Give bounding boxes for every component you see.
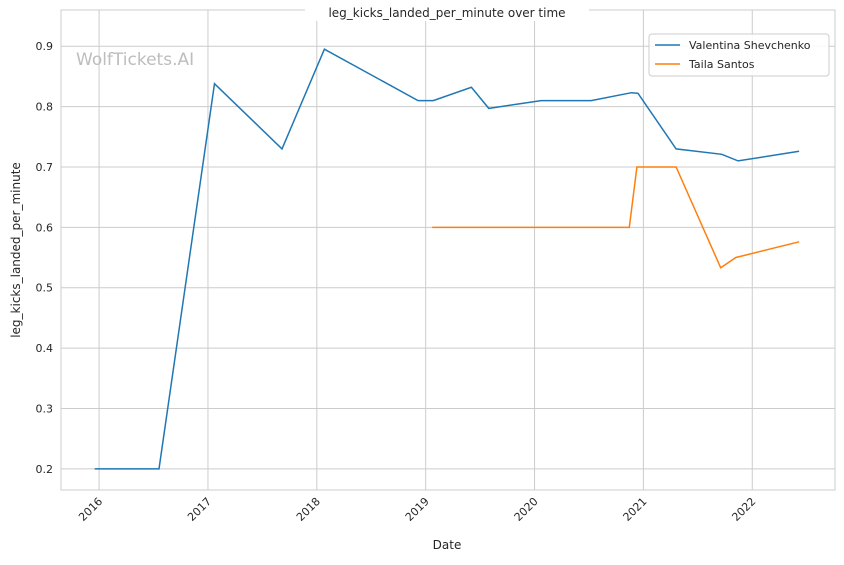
plot-area [61, 10, 835, 490]
legend: Valentina Shevchenko Taila Santos [649, 34, 829, 76]
x-tick-label: 2022 [729, 495, 758, 524]
x-tick-label: 2018 [294, 495, 323, 524]
y-tick-label: 0.2 [36, 463, 54, 476]
x-axis-label: Date [433, 538, 462, 552]
legend-label-taila: Taila Santos [688, 58, 755, 71]
x-tick-label: 2020 [512, 495, 541, 524]
y-tick-label: 0.5 [36, 282, 54, 295]
chart-title: leg_kicks_landed_per_minute over time [328, 6, 565, 20]
legend-label-valentina: Valentina Shevchenko [689, 39, 811, 52]
y-axis-label: leg_kicks_landed_per_minute [9, 162, 23, 338]
y-tick-label: 0.3 [36, 402, 54, 415]
y-tick-label: 0.4 [36, 342, 54, 355]
y-tick-label: 0.6 [36, 221, 54, 234]
x-tick-label: 2016 [76, 495, 105, 524]
y-tick-label: 0.9 [36, 40, 54, 53]
watermark: WolfTickets.AI [76, 50, 194, 70]
y-tick-label: 0.7 [36, 161, 54, 174]
y-tick-label: 0.8 [36, 101, 54, 114]
x-tick-label: 2021 [621, 495, 650, 524]
x-tick-label: 2019 [403, 495, 432, 524]
x-tick-label: 2017 [185, 495, 214, 524]
